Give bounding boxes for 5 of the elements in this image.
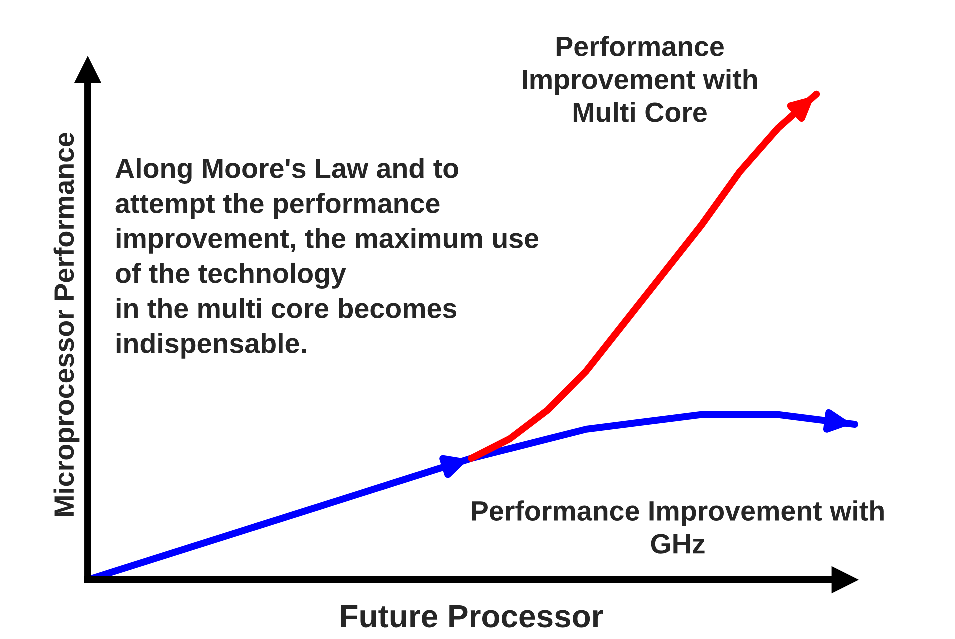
series-label: Performance Improvement with Multi Core	[523, 36, 758, 122]
y-axis-title: Microprocessor Performance	[54, 132, 80, 516]
annotation: Along Moore's Law and to attempt the performance improvement, the maximum use of the technology in the multi core becomes indispensable.	[116, 158, 539, 359]
x-axis-title: Future Processor	[341, 605, 604, 628]
legend-label: Performance Improvement with GHz	[472, 500, 884, 554]
